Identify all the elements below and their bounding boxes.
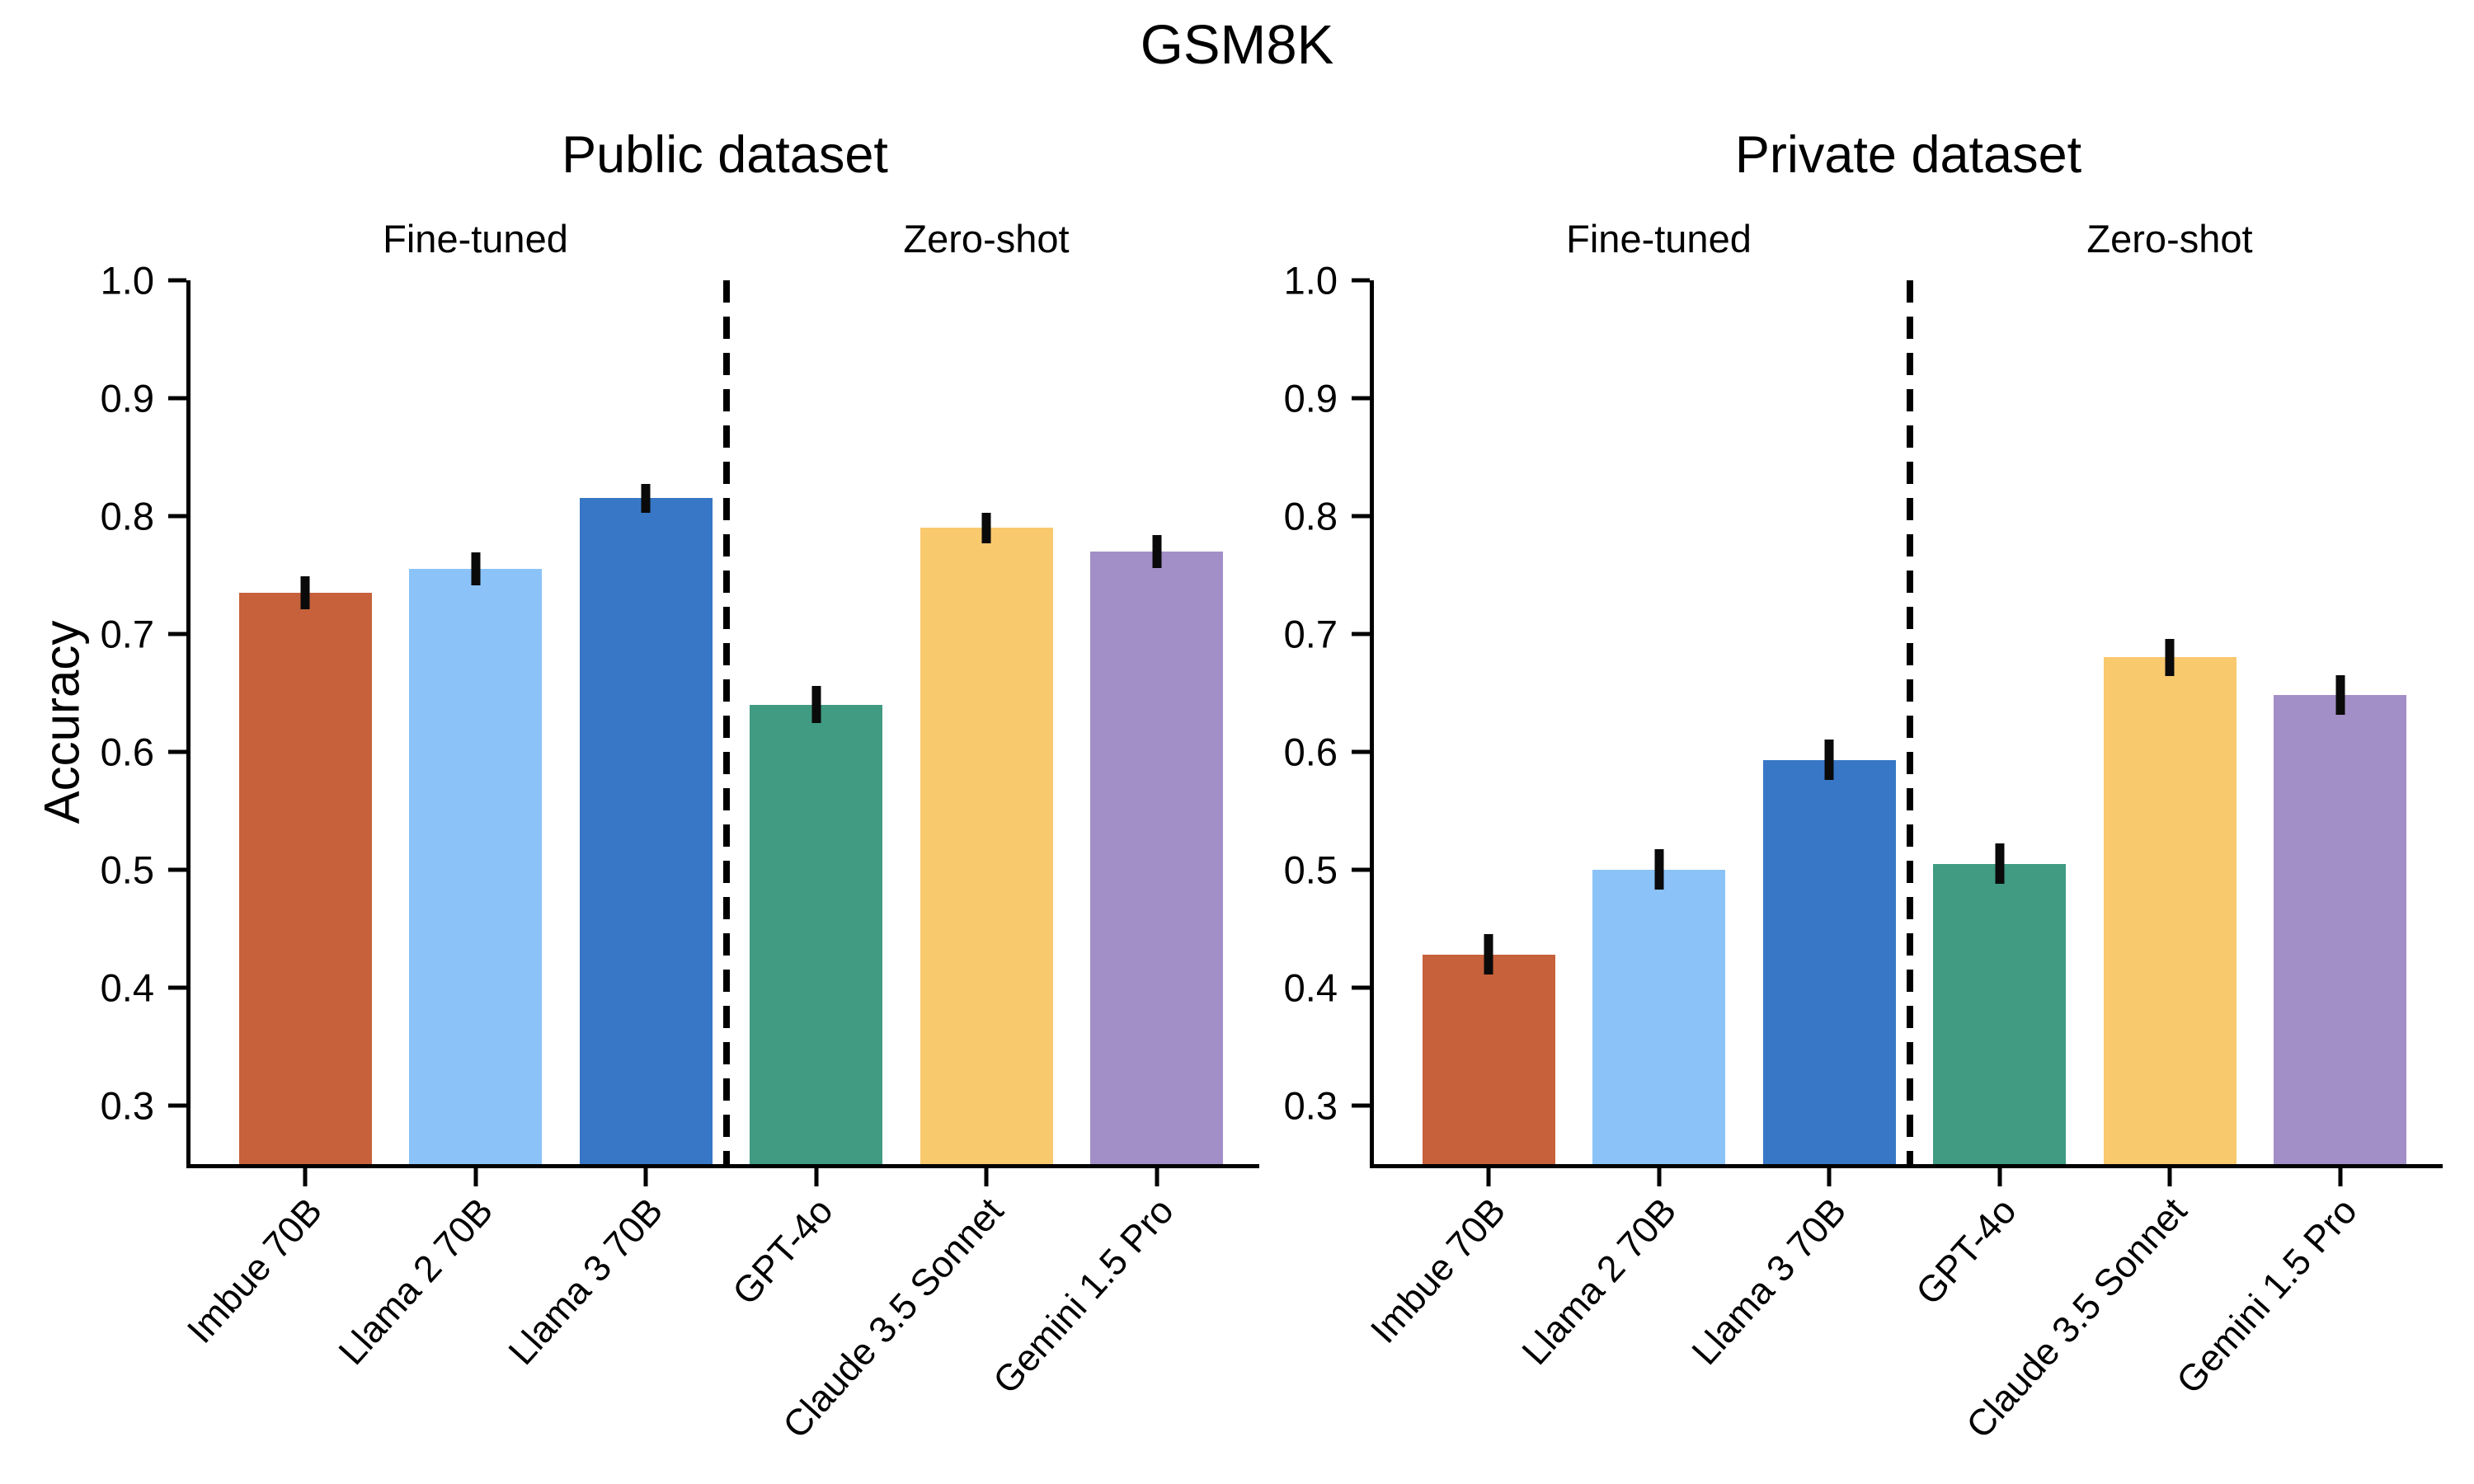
bar-gpt-4o [1933,863,2066,1164]
x-tick-label: Gemini 1.5 Pro [2168,1189,2366,1402]
panel-private-dataset: Private dataset Fine-tuned Zero-shot 1.0 0.9… [1284,126,2443,1446]
bar-gemini-1-5-pro [1090,551,1223,1164]
y-tick-mark [1352,514,1370,519]
group-label: Zero-shot [903,217,1070,261]
error-bar [981,512,991,543]
y-tick-label: 1.0 [100,258,154,303]
x-tick-mark [303,1168,308,1186]
x-tick-label: Llama 3 70B [500,1189,671,1373]
x-tick-label: Gemini 1.5 Pro [985,1189,1183,1402]
x-tick-mark [984,1168,989,1186]
y-tick-label: 0.6 [100,730,154,774]
x-tick-mark [473,1168,477,1186]
error-bar [641,484,651,513]
bar-gpt-4o [750,704,882,1164]
x-tick-label: GPT-4o [724,1189,842,1313]
group-label: Zero-shot [2086,217,2253,261]
y-tick-label: 0.8 [1283,494,1338,538]
y-tick-mark [168,867,186,872]
bar-llama-2-70b [1592,869,1725,1164]
y-tick-label: 0.9 [1283,376,1338,420]
x-tick-mark [1486,1168,1491,1186]
x-tick-mark [814,1168,818,1186]
y-tick-mark [168,396,186,401]
subplot-title: Public dataset [562,126,888,184]
y-tick-mark [168,985,186,990]
group-separator-dashed-line [723,280,730,1164]
y-tick-label: 0.6 [1283,730,1338,774]
y-tick-mark [168,278,186,283]
y-axis-label: Accuracy [34,620,90,824]
x-tick-label: GPT-4o [1907,1189,2025,1313]
y-tick-mark [168,632,186,636]
y-tick-mark [1352,867,1370,872]
bar-imbue-70b [238,592,372,1164]
bar-llama-3-70b [579,498,713,1164]
y-tick-label: 0.7 [1283,612,1338,656]
x-tick-mark [643,1168,648,1186]
x-tick-label: Imbue 70B [179,1189,331,1351]
figure-title: GSM8K [1140,14,1334,76]
group-separator-dashed-line [1907,280,1913,1164]
y-tick-mark [1352,396,1370,401]
error-bar [811,685,821,724]
y-tick-mark [168,749,186,754]
y-tick-label: 0.5 [100,848,154,892]
x-tick-label: Llama 2 70B [330,1189,501,1373]
bar-llama-3-70b [1762,759,1896,1164]
x-tick-mark [1657,1168,1661,1186]
y-tick-label: 0.8 [100,494,154,538]
bar-llama-2-70b [409,569,542,1164]
y-tick-label: 0.4 [100,965,154,1010]
y-tick-label: 0.3 [1283,1083,1338,1128]
x-tick-mark [1155,1168,1159,1186]
panel-public-dataset: Public dataset Fine-tuned Zero-shot 1.0 0.9 0… [101,126,1259,1446]
x-tick-mark [1827,1168,1832,1186]
bar-claude-3-5-sonnet [920,528,1053,1164]
y-tick-mark [168,1103,186,1108]
y-tick-mark [168,514,186,519]
error-bar [300,575,310,609]
error-bar [2165,638,2175,677]
y-tick-mark [1352,749,1370,754]
error-bar [1152,534,1161,568]
x-tick-mark [2167,1168,2172,1186]
group-label: Fine-tuned [1566,217,1752,261]
x-tick-mark [2338,1168,2342,1186]
bar-claude-3-5-sonnet [2103,657,2236,1164]
error-bar [471,552,480,586]
x-tick-label: Llama 2 70B [1513,1189,1685,1373]
x-tick-label: Llama 3 70B [1683,1189,1855,1373]
y-tick-label: 1.0 [1283,258,1338,303]
x-tick-label: Imbue 70B [1362,1189,1514,1351]
bar-imbue-70b [1422,954,1555,1164]
y-tick-mark [1352,985,1370,990]
x-tick-mark [1997,1168,2001,1186]
y-tick-label: 0.3 [100,1083,154,1128]
group-label: Fine-tuned [383,217,568,261]
error-bar [1484,934,1493,974]
error-bar [1824,740,1834,781]
y-tick-label: 0.4 [1283,965,1338,1010]
subplot-title: Private dataset [1734,126,2082,184]
y-tick-label: 0.7 [100,612,154,656]
error-bar [1995,843,2004,884]
y-tick-mark [1352,1103,1370,1108]
y-tick-mark [1352,632,1370,636]
y-tick-label: 0.5 [1283,848,1338,892]
error-bar [1654,849,1663,890]
error-bar [2335,674,2345,716]
bar-gemini-1-5-pro [2274,695,2406,1164]
y-tick-mark [1352,278,1370,283]
y-tick-label: 0.9 [100,376,154,420]
